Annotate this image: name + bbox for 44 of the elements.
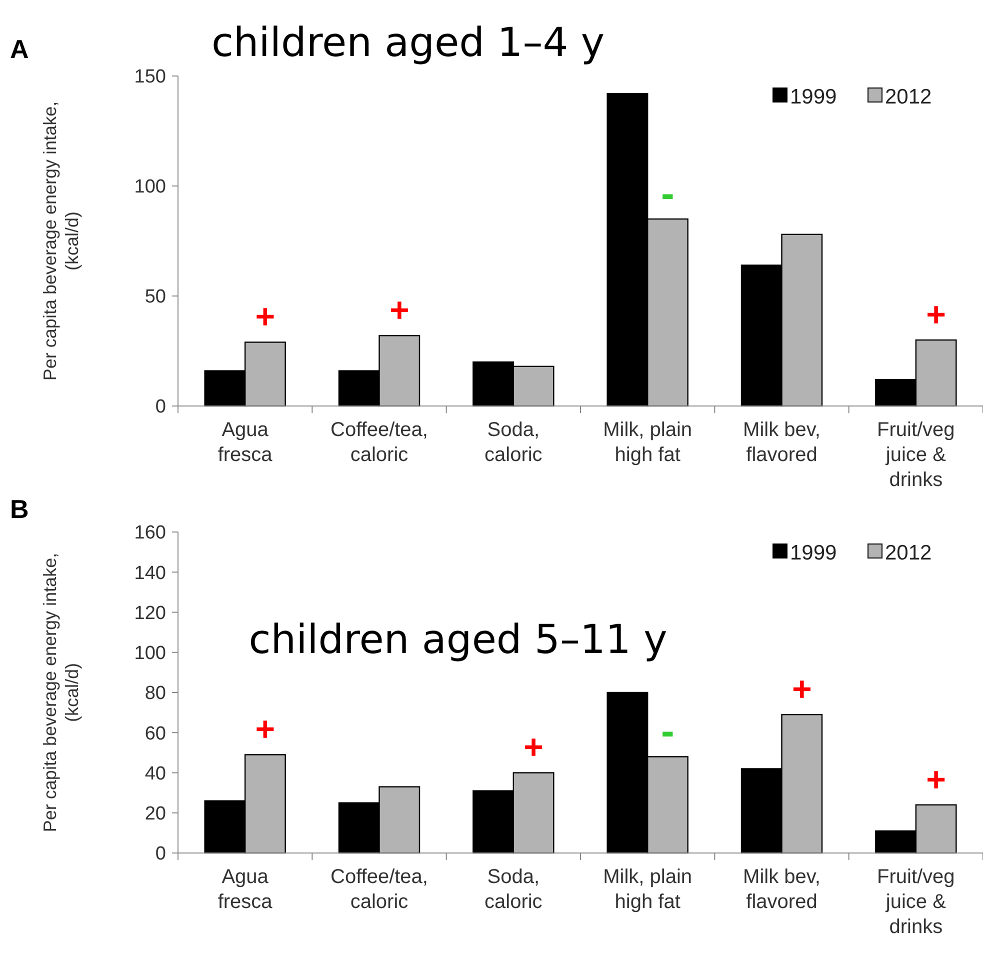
x-tick-label: Milk, plain high fat (603, 419, 692, 466)
x-tick-label: Fruit/veg juice & drinks (877, 866, 955, 938)
chart-title: children aged 1–4 y (211, 20, 605, 66)
y-tick-label: 100 (134, 176, 166, 198)
annotation: + (524, 728, 544, 767)
annotation: + (926, 296, 946, 334)
text: children aged 5–11 y (248, 617, 668, 663)
annotation: - (661, 172, 674, 216)
legend-label: 2012 (885, 85, 932, 108)
y-tick-label: 80 (144, 683, 166, 704)
y-axis-title: Per capita beverage energy intake, (kcal/d) (40, 552, 82, 832)
x-tick-label: Coffee/tea, caloric (330, 866, 428, 913)
y-tick-label: 150 (134, 66, 166, 88)
x-tick-label: Soda, caloric (484, 419, 542, 466)
y-tick-label: 40 (144, 763, 166, 784)
y-tick-label: 160 (134, 522, 166, 544)
annotation: + (389, 292, 410, 330)
y-tick-label: 60 (144, 723, 166, 744)
x-tick-label: Milk, plain high fat (603, 866, 692, 913)
annotation: - (661, 710, 674, 754)
x-tick-label: Milk bev, flavored (743, 866, 820, 913)
annotation: + (792, 670, 812, 708)
annotation: + (255, 710, 276, 749)
annotation: + (255, 298, 276, 336)
y-axis-title: Per capita beverage energy intake, (kcal/d) (40, 101, 82, 381)
x-tick-label: Fruit/veg juice & drinks (877, 419, 955, 491)
y-tick-label: 100 (134, 643, 166, 664)
text: B (10, 494, 29, 524)
legend-label: 2012 (885, 541, 932, 564)
y-tick-label: 120 (134, 602, 166, 624)
x-tick-label: Milk bev, flavored (743, 419, 820, 466)
legend-label: 1999 (790, 85, 837, 108)
y-tick-label: 50 (144, 286, 166, 308)
y-tick-label: 20 (144, 804, 166, 825)
x-tick-label: Agua fresca (218, 419, 274, 466)
text: A (10, 34, 29, 64)
y-tick-label: 140 (134, 562, 166, 584)
x-tick-label: Coffee/tea, caloric (330, 419, 428, 466)
y-tick-label: 0 (155, 844, 166, 865)
x-tick-label: Soda, caloric (484, 866, 542, 913)
annotation: + (926, 760, 946, 799)
legend-label: 1999 (790, 541, 837, 564)
x-tick-label: Agua fresca (218, 866, 274, 913)
y-tick-label: 0 (155, 396, 166, 418)
